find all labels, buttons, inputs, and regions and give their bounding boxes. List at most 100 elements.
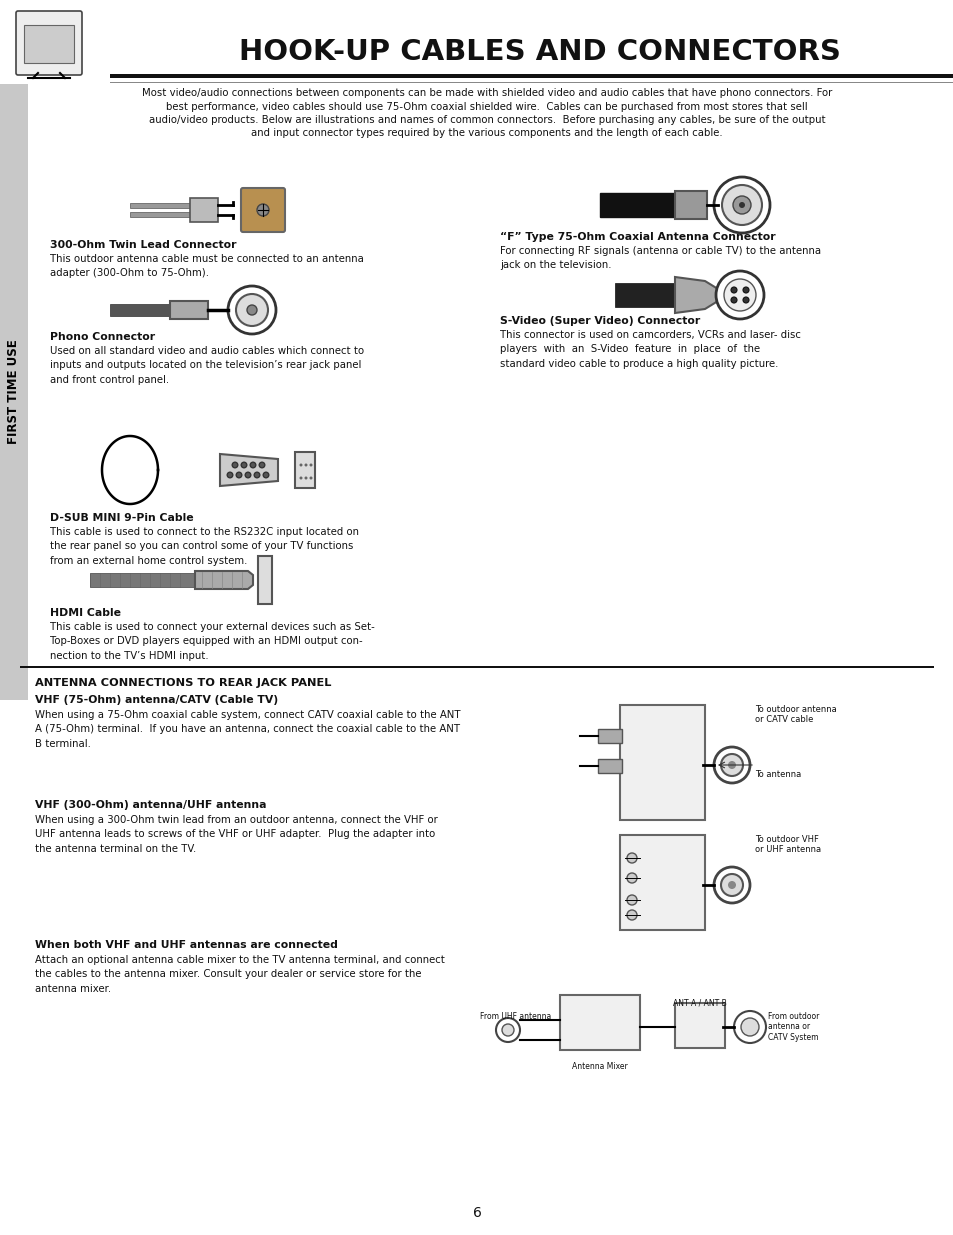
Text: 300-Ohm Twin Lead Connector: 300-Ohm Twin Lead Connector bbox=[50, 240, 236, 249]
Circle shape bbox=[626, 853, 637, 863]
Bar bbox=[20, 666, 933, 668]
Text: When using a 75-Ohm coaxial cable system, connect CATV coaxial cable to the ANT
: When using a 75-Ohm coaxial cable system… bbox=[35, 710, 460, 748]
Circle shape bbox=[716, 270, 763, 319]
Circle shape bbox=[256, 204, 269, 216]
Text: S-Video (Super Video) Connector: S-Video (Super Video) Connector bbox=[499, 316, 700, 326]
Circle shape bbox=[309, 463, 313, 467]
Text: VHF (300-Ohm) antenna/UHF antenna: VHF (300-Ohm) antenna/UHF antenna bbox=[35, 800, 266, 810]
Text: FIRST TIME USE: FIRST TIME USE bbox=[8, 340, 20, 445]
Bar bbox=[0, 84, 28, 700]
Text: This cable is used to connect your external devices such as Set-
Top-Boxes or DV: This cable is used to connect your exter… bbox=[50, 622, 375, 661]
Circle shape bbox=[626, 873, 637, 883]
Circle shape bbox=[253, 472, 259, 478]
Text: When both VHF and UHF antennas are connected: When both VHF and UHF antennas are conne… bbox=[35, 940, 337, 950]
Bar bbox=[294, 452, 314, 488]
Circle shape bbox=[727, 881, 735, 889]
Bar bbox=[559, 995, 639, 1050]
Text: 6: 6 bbox=[472, 1207, 481, 1220]
Circle shape bbox=[730, 296, 737, 303]
Bar bbox=[130, 212, 190, 217]
Circle shape bbox=[626, 910, 637, 920]
Text: From outdoor
antenna or
CATV System: From outdoor antenna or CATV System bbox=[767, 1011, 819, 1042]
Bar bbox=[24, 25, 74, 63]
Circle shape bbox=[730, 287, 737, 293]
Circle shape bbox=[723, 279, 755, 311]
Circle shape bbox=[299, 463, 302, 467]
Bar bbox=[170, 301, 208, 319]
Text: For connecting RF signals (antenna or cable TV) to the antenna
jack on the telev: For connecting RF signals (antenna or ca… bbox=[499, 246, 821, 270]
Circle shape bbox=[733, 1011, 765, 1044]
Circle shape bbox=[732, 196, 750, 214]
Bar bbox=[675, 191, 706, 219]
Circle shape bbox=[228, 287, 275, 333]
Bar bbox=[675, 1003, 724, 1049]
Text: To outdoor VHF
or UHF antenna: To outdoor VHF or UHF antenna bbox=[754, 835, 821, 855]
Circle shape bbox=[232, 462, 237, 468]
Circle shape bbox=[720, 755, 742, 776]
Circle shape bbox=[713, 177, 769, 233]
Bar bbox=[615, 283, 675, 308]
Text: This connector is used on camcorders, VCRs and laser- disc
players  with  an  S-: This connector is used on camcorders, VC… bbox=[499, 330, 800, 369]
Text: Most video/audio connections between components can be made with shielded video : Most video/audio connections between com… bbox=[142, 88, 831, 98]
Bar bbox=[110, 304, 170, 316]
Circle shape bbox=[245, 472, 251, 478]
Text: best performance, video cables should use 75-Ohm coaxial shielded wire.  Cables : best performance, video cables should us… bbox=[166, 101, 807, 111]
Bar bbox=[619, 835, 704, 930]
Text: “F” Type 75-Ohm Coaxial Antenna Connector: “F” Type 75-Ohm Coaxial Antenna Connecto… bbox=[499, 232, 775, 242]
Text: ANT A / ANT B: ANT A / ANT B bbox=[673, 998, 726, 1007]
Text: Used on all standard video and audio cables which connect to
inputs and outputs : Used on all standard video and audio cab… bbox=[50, 346, 364, 385]
Polygon shape bbox=[194, 571, 253, 589]
Circle shape bbox=[247, 305, 256, 315]
Circle shape bbox=[304, 477, 307, 479]
Text: VHF (75-Ohm) antenna/CATV (Cable TV): VHF (75-Ohm) antenna/CATV (Cable TV) bbox=[35, 695, 278, 705]
Circle shape bbox=[742, 287, 748, 293]
Circle shape bbox=[720, 874, 742, 897]
Text: Antenna Mixer: Antenna Mixer bbox=[572, 1062, 627, 1071]
Text: Phono Connector: Phono Connector bbox=[50, 332, 155, 342]
Circle shape bbox=[299, 477, 302, 479]
Polygon shape bbox=[675, 277, 718, 312]
Circle shape bbox=[740, 1018, 759, 1036]
Circle shape bbox=[250, 462, 255, 468]
Circle shape bbox=[227, 472, 233, 478]
Bar bbox=[190, 198, 218, 222]
Text: HOOK-UP CABLES AND CONNECTORS: HOOK-UP CABLES AND CONNECTORS bbox=[239, 38, 840, 65]
Circle shape bbox=[496, 1018, 519, 1042]
Circle shape bbox=[241, 462, 247, 468]
Circle shape bbox=[713, 747, 749, 783]
Text: audio/video products. Below are illustrations and names of common connectors.  B: audio/video products. Below are illustra… bbox=[149, 115, 824, 125]
Text: To outdoor antenna
or CATV cable: To outdoor antenna or CATV cable bbox=[754, 705, 836, 725]
Circle shape bbox=[721, 185, 761, 225]
Circle shape bbox=[236, 472, 241, 478]
Circle shape bbox=[259, 462, 265, 468]
Text: When using a 300-Ohm twin lead from an outdoor antenna, connect the VHF or
UHF a: When using a 300-Ohm twin lead from an o… bbox=[35, 815, 437, 853]
FancyBboxPatch shape bbox=[241, 188, 285, 232]
Circle shape bbox=[727, 761, 735, 769]
Text: ANTENNA CONNECTIONS TO REAR JACK PANEL: ANTENNA CONNECTIONS TO REAR JACK PANEL bbox=[35, 678, 331, 688]
Text: HDMI Cable: HDMI Cable bbox=[50, 608, 121, 618]
Text: D-SUB MINI 9-Pin Cable: D-SUB MINI 9-Pin Cable bbox=[50, 513, 193, 522]
Circle shape bbox=[742, 296, 748, 303]
Bar bbox=[619, 705, 704, 820]
Bar bbox=[598, 729, 621, 743]
Circle shape bbox=[501, 1024, 514, 1036]
Text: This cable is used to connect to the RS232C input located on
the rear panel so y: This cable is used to connect to the RS2… bbox=[50, 527, 358, 566]
Circle shape bbox=[235, 294, 268, 326]
Bar bbox=[598, 760, 621, 773]
Bar bbox=[599, 193, 675, 217]
Circle shape bbox=[713, 867, 749, 903]
Text: and input connector types required by the various components and the length of e: and input connector types required by th… bbox=[251, 128, 722, 138]
Circle shape bbox=[309, 477, 313, 479]
Polygon shape bbox=[220, 454, 277, 487]
Circle shape bbox=[739, 203, 744, 207]
Bar bbox=[130, 203, 190, 207]
Bar bbox=[90, 573, 194, 587]
Bar bbox=[110, 74, 953, 78]
Circle shape bbox=[626, 895, 637, 905]
Circle shape bbox=[263, 472, 269, 478]
Bar bbox=[257, 556, 272, 604]
Text: This outdoor antenna cable must be connected to an antenna
adapter (300-Ohm to 7: This outdoor antenna cable must be conne… bbox=[50, 254, 363, 278]
Text: Attach an optional antenna cable mixer to the TV antenna terminal, and connect
t: Attach an optional antenna cable mixer t… bbox=[35, 955, 444, 994]
Text: To antenna: To antenna bbox=[754, 769, 801, 779]
FancyBboxPatch shape bbox=[16, 11, 82, 75]
